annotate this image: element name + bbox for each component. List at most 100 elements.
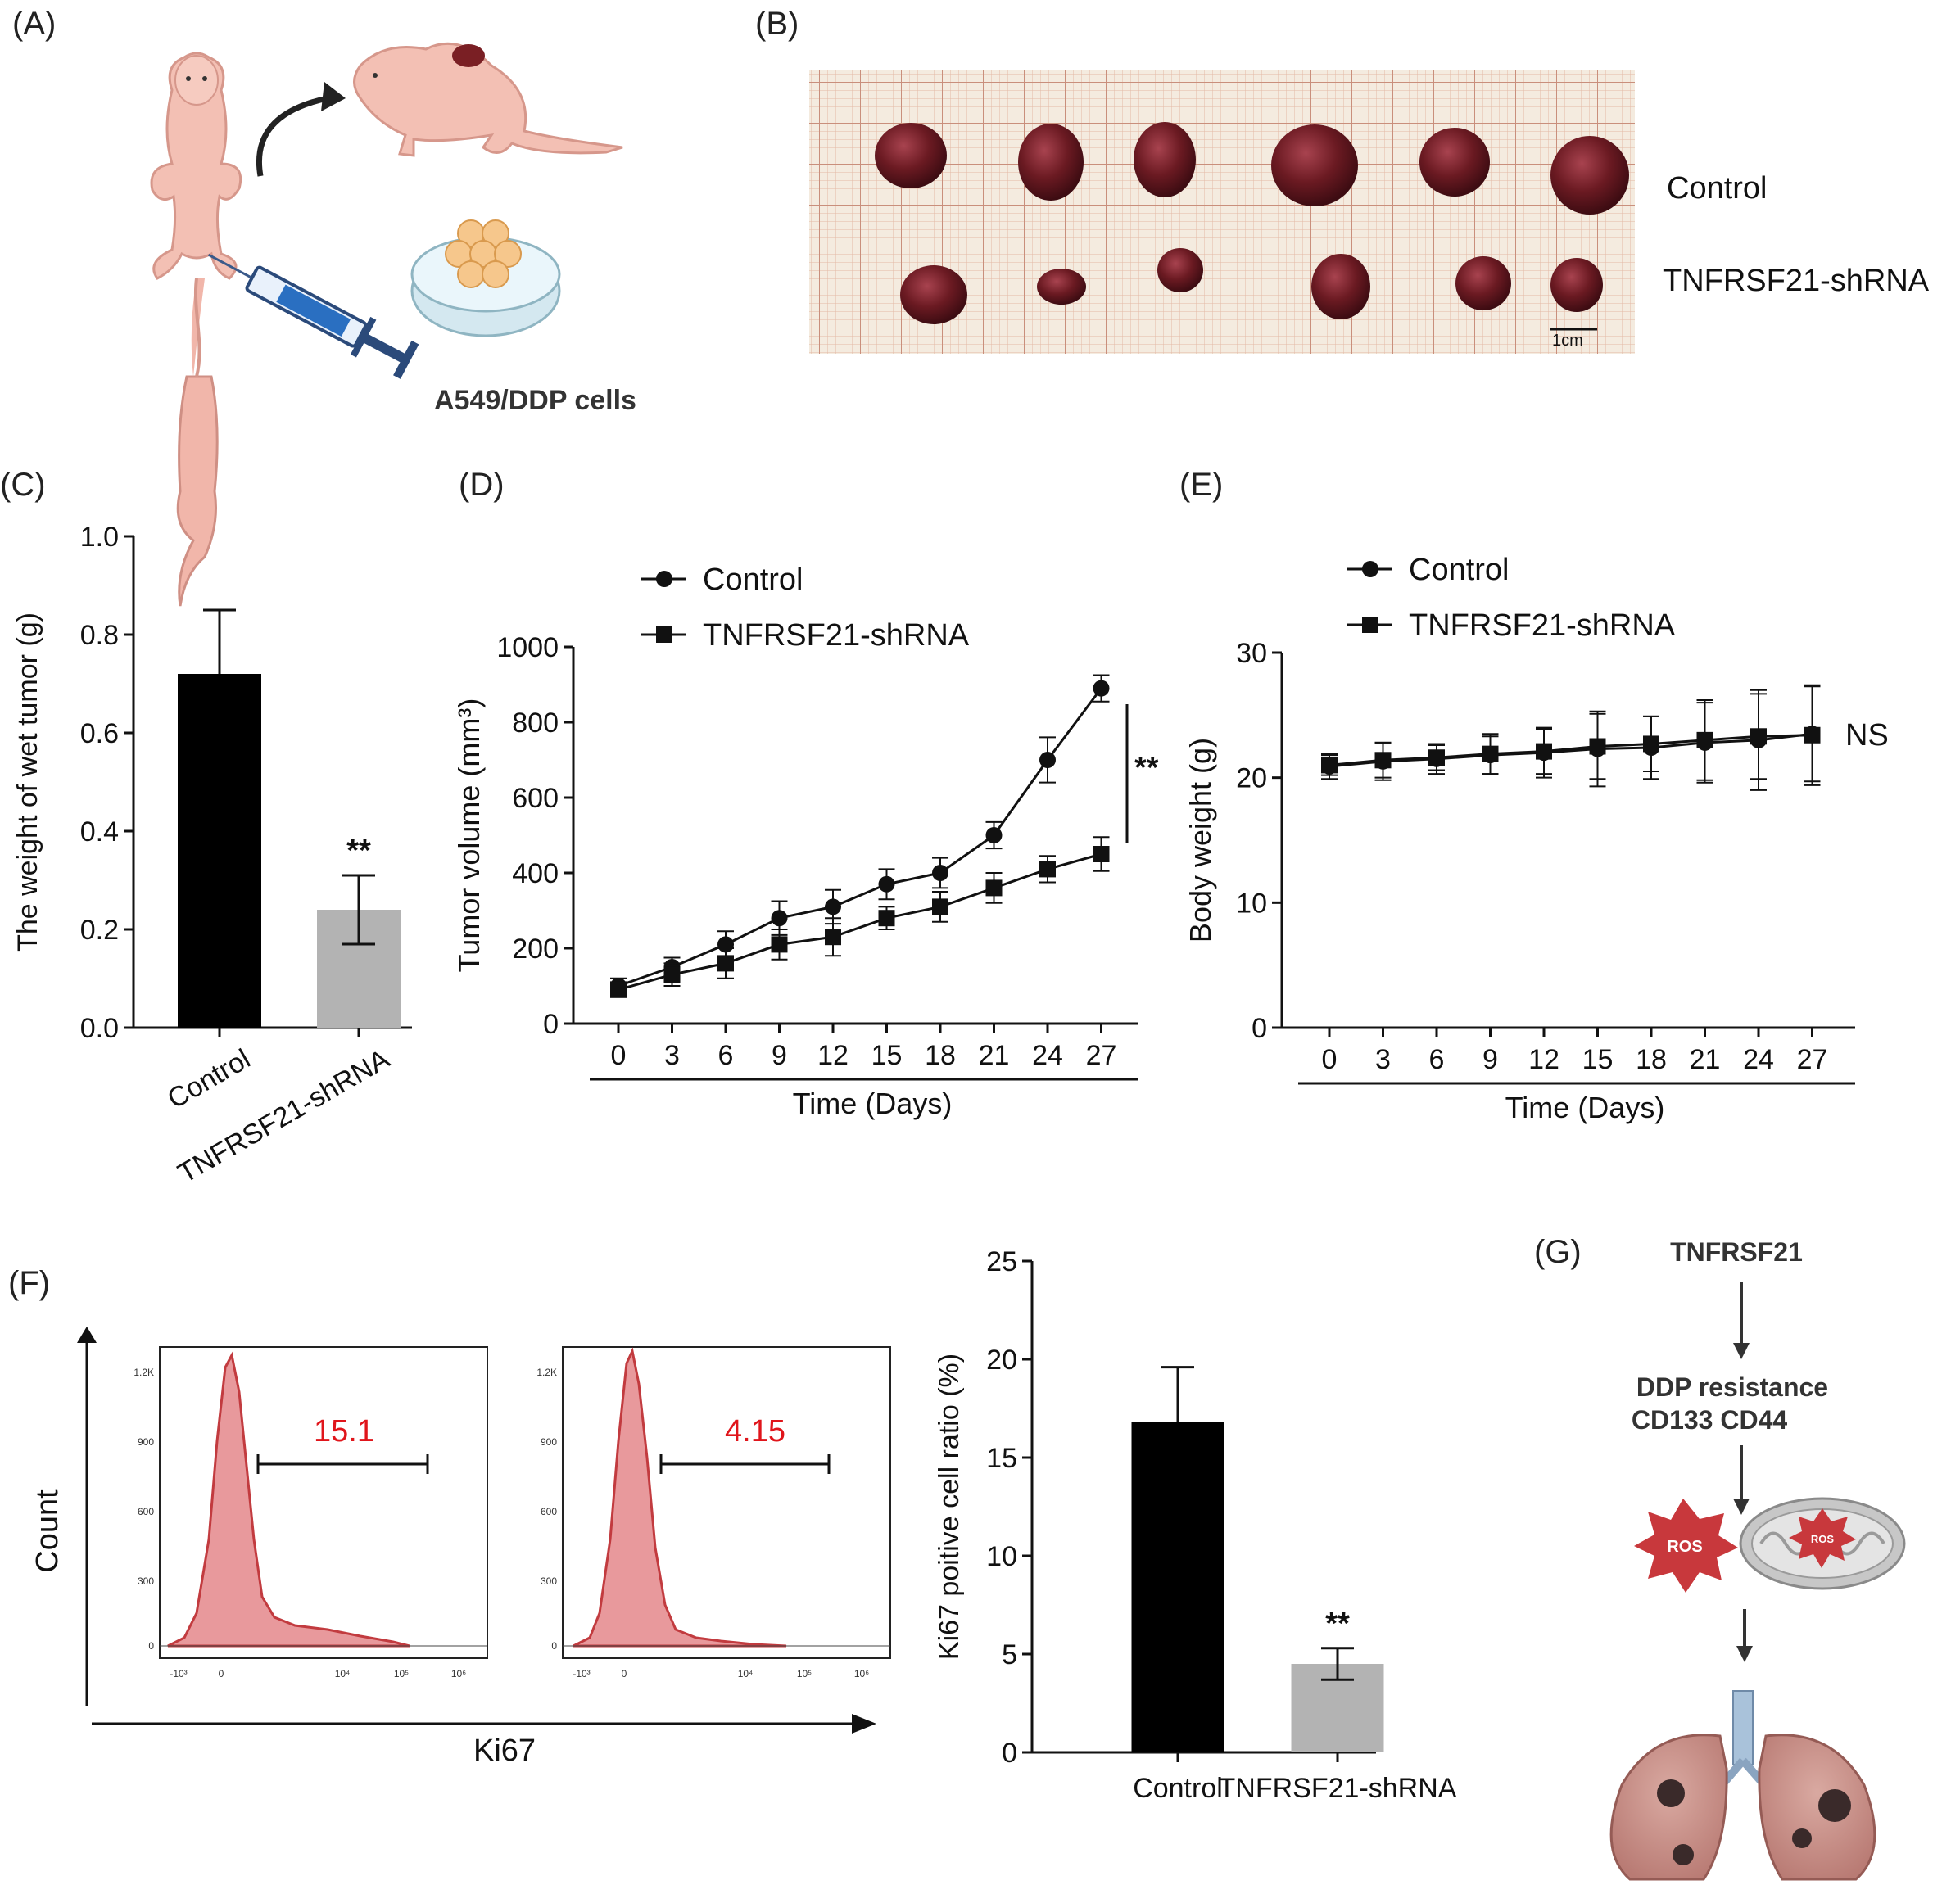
x-axis-label: Time (Days): [793, 1087, 953, 1120]
panel-f: (F) Count Ki67 15.1 1.2K 900 600 300 0 -…: [8, 1265, 891, 1768]
point-shrna: [771, 936, 788, 953]
svg-text:300: 300: [541, 1575, 557, 1587]
y-tick-label: 0.0: [80, 1013, 119, 1044]
mouse-side-view: [353, 42, 623, 157]
petri-dish-icon: [410, 219, 561, 337]
series-line-0: [1329, 732, 1813, 768]
chart-e-body-weight: 0 10 20 30 0 3 6 9 12 15 18 21 24 27 Time (Days) Body w…: [1184, 553, 1889, 1124]
tumor-row-control: [875, 122, 1629, 215]
x-tick-label: 9: [1482, 1044, 1498, 1075]
tumor-control-5: [1419, 128, 1490, 197]
svg-text:10⁴: 10⁴: [738, 1668, 754, 1679]
point-shrna: [1039, 861, 1056, 878]
point-shrna: [825, 929, 841, 946]
gate-control-value: 15.1: [314, 1414, 374, 1449]
significance-label: **: [1325, 1607, 1350, 1641]
y-tick-label: 200: [512, 933, 559, 965]
point-control: [825, 898, 841, 915]
x-tick-label: 3: [664, 1040, 680, 1071]
histogram-control-curve: [167, 1351, 410, 1648]
scale-bar-label: 1cm: [1552, 332, 1583, 350]
legend-marker-control: [1362, 561, 1378, 577]
legend-marker-shrna: [1362, 617, 1378, 633]
point-shrna: [1643, 735, 1659, 753]
series-line-1: [1329, 734, 1813, 766]
tumor-shrna-4: [1311, 254, 1370, 319]
y-tick-label: 0: [543, 1009, 559, 1040]
count-axis-label: Count: [30, 1489, 65, 1573]
pathway-step-tnfrsf21: TNFRSF21: [1670, 1237, 1803, 1267]
point-shrna: [717, 955, 734, 972]
mitochondrion-icon: ROS: [1739, 1497, 1906, 1590]
point-shrna: [1589, 738, 1606, 755]
point-shrna: [1374, 752, 1392, 769]
significance-label: **: [1134, 751, 1159, 785]
cells-label: A549/DDP cells: [434, 385, 636, 416]
x-tick-label: 6: [718, 1040, 734, 1071]
pathway-step-ddp: DDP resistance: [1636, 1372, 1828, 1402]
series-line-0: [618, 687, 1102, 988]
point-shrna: [932, 898, 948, 915]
panel-d-label: (D): [459, 467, 505, 503]
svg-text:-10³: -10³: [573, 1668, 590, 1679]
panel-e-label: (E): [1179, 467, 1223, 503]
syringe-icon: [207, 253, 419, 379]
chart-f-ki67-ratio: 0 5 10 15 20 25 Ki67 poitive cell ratio (%) Con…: [934, 1246, 1457, 1804]
y-axis-label: Ki67 poitive cell ratio (%): [934, 1354, 965, 1660]
tumor-shrna-5: [1455, 256, 1511, 310]
tumor-control-3: [1134, 122, 1196, 197]
point-control: [932, 865, 948, 881]
point-shrna: [985, 879, 1003, 897]
svg-text:0: 0: [622, 1668, 627, 1679]
tumor-shrna-3: [1157, 248, 1203, 292]
tumor-control-1: [875, 123, 947, 188]
bar-control: [178, 674, 261, 1028]
point-shrna: [1428, 749, 1445, 766]
svg-text:1.2K: 1.2K: [536, 1367, 557, 1378]
svg-text:0: 0: [551, 1640, 557, 1652]
x-tick-label: 21: [979, 1040, 1010, 1071]
panel-f-label: (F): [8, 1265, 50, 1301]
x-tick-label: 12: [1528, 1044, 1559, 1075]
y-tick-label: 0: [1002, 1738, 1017, 1769]
legend-label: Control: [703, 563, 803, 597]
series-line-1: [618, 852, 1102, 992]
tumor-control-6: [1550, 136, 1629, 215]
svg-text:10⁶: 10⁶: [451, 1668, 466, 1679]
tumor-shrna-2: [1037, 269, 1086, 305]
point-shrna: [1321, 757, 1338, 774]
pathway-step-markers: CD133 CD44: [1632, 1405, 1788, 1435]
histogram-shrna: 4.15 1.2K 900 600 300 0 -10³ 0 10⁴ 10⁵ 1…: [536, 1346, 891, 1679]
ki67-axis-label: Ki67: [473, 1734, 536, 1768]
point-shrna: [610, 981, 627, 998]
y-tick-label: 5: [1002, 1639, 1017, 1670]
x-tick-label: Control: [162, 1043, 256, 1115]
x-tick-label: 18: [1636, 1044, 1667, 1075]
svg-text:0: 0: [219, 1668, 224, 1679]
svg-text:600: 600: [138, 1506, 154, 1517]
legend-marker-shrna: [656, 626, 672, 643]
point-shrna: [663, 966, 681, 983]
histogram-control: 15.1 1.2K 900 600 300 0 -10³ 0 10⁴ 10⁵ 1…: [134, 1346, 488, 1679]
x-tick-label: 6: [1429, 1044, 1445, 1075]
y-tick-label: 0.4: [80, 816, 119, 848]
svg-text:0: 0: [148, 1640, 154, 1652]
point-shrna: [1536, 743, 1552, 760]
y-tick-label: 800: [512, 707, 559, 739]
x-tick-label: 24: [1032, 1040, 1063, 1071]
chart-d-tumor-volume: 0 200 400 600 800 1000 0 3 6 9 12 15 18 21 24 27 Time (D…: [452, 563, 1159, 1120]
x-tick-label: 9: [772, 1040, 787, 1071]
svg-text:10⁵: 10⁵: [797, 1668, 812, 1679]
svg-text:300: 300: [138, 1575, 154, 1587]
point-shrna: [1093, 846, 1110, 862]
lung-icon: [1609, 1690, 1876, 1881]
panel-b: (B) 1cm Control TNFRSF21-shRNA: [755, 6, 1930, 354]
y-tick-label: 0.6: [80, 718, 119, 749]
significance-label: NS: [1845, 718, 1889, 753]
x-tick-label: 15: [1582, 1044, 1614, 1075]
y-tick-label: 10: [1236, 888, 1267, 919]
y-tick-label: 1.0: [80, 522, 119, 553]
x-tick-label: 15: [871, 1040, 903, 1071]
svg-text:-10³: -10³: [170, 1668, 187, 1679]
y-axis-label: The weight of wet tumor (g): [12, 613, 43, 952]
